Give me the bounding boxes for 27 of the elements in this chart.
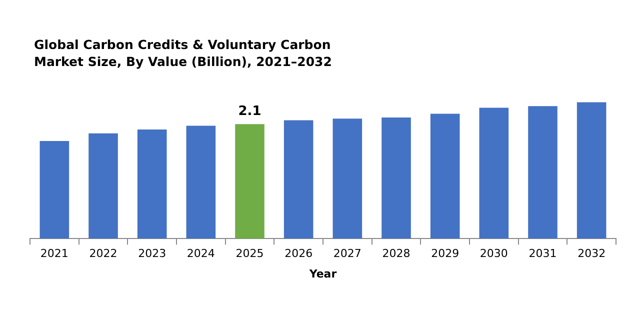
x-tick-label: 2025 bbox=[236, 247, 264, 260]
x-tick-label: 2030 bbox=[480, 247, 508, 260]
bar bbox=[479, 108, 509, 239]
bar bbox=[186, 126, 216, 239]
bar bbox=[235, 124, 264, 239]
x-tick-label: 2031 bbox=[528, 247, 557, 260]
x-axis-title: Year bbox=[308, 267, 338, 280]
bar bbox=[332, 118, 362, 239]
x-tick-label: 2026 bbox=[284, 247, 313, 260]
chart-title: Global Carbon Credits & Voluntary Carbon Market Size, By Value (Billion), 2021–2032 bbox=[34, 36, 333, 70]
data-label: 2.1 bbox=[238, 104, 262, 119]
bar bbox=[382, 118, 411, 239]
x-tick-label: 2023 bbox=[138, 247, 166, 260]
x-tick-label: 2024 bbox=[186, 247, 215, 260]
x-tick-label: 2027 bbox=[333, 247, 362, 260]
bar bbox=[137, 130, 167, 239]
bar bbox=[284, 120, 314, 239]
x-tick-label: 2029 bbox=[431, 247, 460, 260]
bar bbox=[40, 140, 70, 239]
x-tick-label: 2032 bbox=[578, 247, 606, 260]
bar bbox=[528, 106, 558, 239]
x-tick-label: 2028 bbox=[382, 247, 410, 260]
bar bbox=[576, 102, 606, 239]
x-tick-label: 2022 bbox=[89, 247, 118, 260]
bar bbox=[430, 114, 460, 239]
bar bbox=[88, 133, 118, 239]
x-tick-label: 2021 bbox=[40, 247, 68, 260]
